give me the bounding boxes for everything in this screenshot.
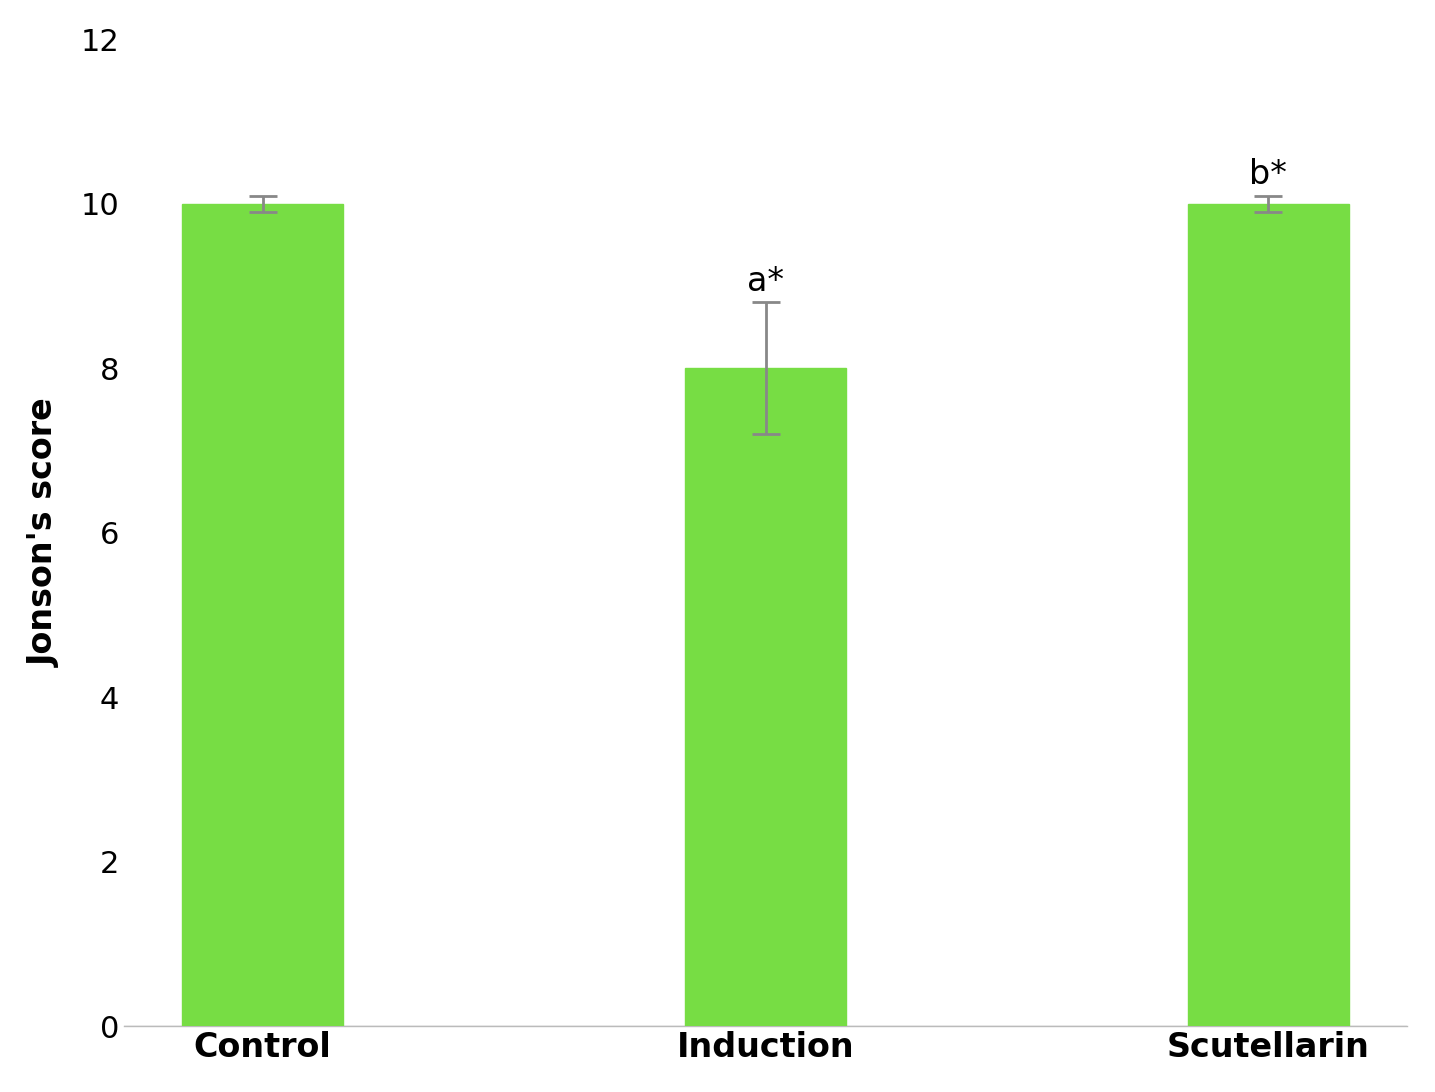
Text: a*: a* bbox=[748, 265, 784, 298]
Bar bbox=[684, 368, 847, 1026]
Y-axis label: Jonson's score: Jonson's score bbox=[27, 399, 60, 667]
Text: b*: b* bbox=[1250, 158, 1287, 191]
Bar bbox=[1188, 204, 1349, 1026]
Bar bbox=[182, 204, 343, 1026]
